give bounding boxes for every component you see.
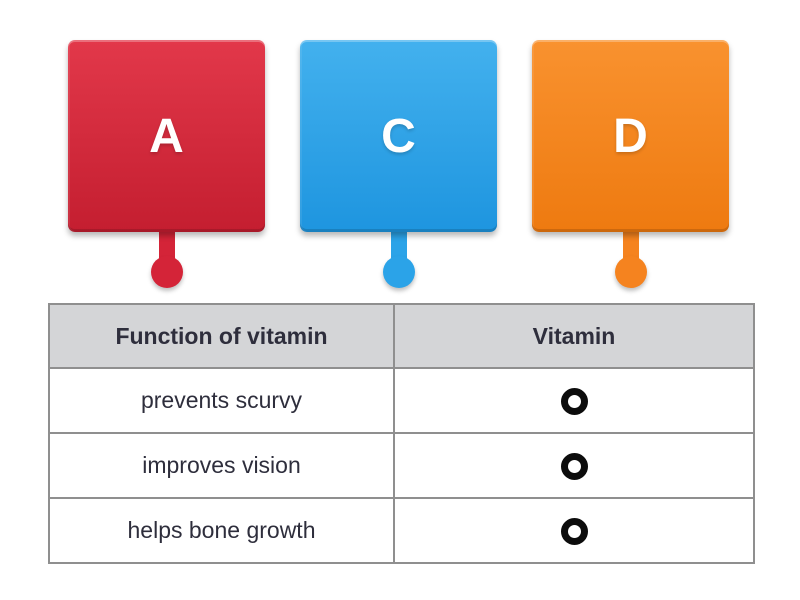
tile-row: A C D (68, 40, 729, 290)
drop-target-ring-icon[interactable] (560, 387, 588, 415)
tile-label: C (381, 109, 416, 163)
answer-cell (393, 367, 755, 434)
table-row: prevents scurvy (48, 367, 755, 434)
connector-dot[interactable] (614, 256, 647, 288)
header-function-of-vitamin: Function of vitamin (48, 303, 395, 369)
tile-label: A (149, 109, 184, 163)
table-header-row: Function of vitamin Vitamin (48, 303, 755, 369)
header-vitamin: Vitamin (393, 303, 755, 369)
tile-group-c: C (300, 40, 497, 290)
function-cell: prevents scurvy (48, 367, 395, 434)
vitamin-tile-c[interactable]: C (300, 40, 497, 232)
answer-cell (393, 432, 755, 499)
table-row: helps bone growth (48, 497, 755, 564)
drop-target-ring-icon[interactable] (560, 452, 588, 480)
function-cell: improves vision (48, 432, 395, 499)
connector-dot[interactable] (382, 256, 415, 288)
tile-group-d: D (532, 40, 729, 290)
connector-dot[interactable] (150, 256, 183, 288)
table-row: improves vision (48, 432, 755, 499)
vitamin-tile-a[interactable]: A (68, 40, 265, 232)
match-table: Function of vitamin Vitamin prevents scu… (48, 303, 755, 564)
vitamin-tile-d[interactable]: D (532, 40, 729, 232)
tile-group-a: A (68, 40, 265, 290)
answer-cell (393, 497, 755, 564)
drop-target-ring-icon[interactable] (560, 517, 588, 545)
function-cell: helps bone growth (48, 497, 395, 564)
tile-label: D (613, 109, 648, 163)
